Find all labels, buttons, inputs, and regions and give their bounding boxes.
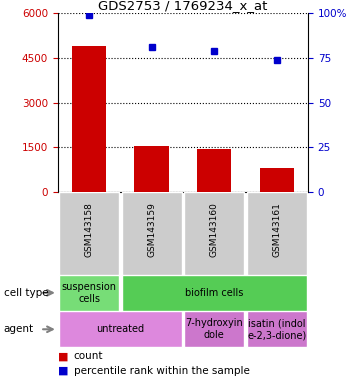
Text: percentile rank within the sample: percentile rank within the sample [74, 366, 249, 376]
Text: GSM143159: GSM143159 [147, 202, 156, 257]
Text: count: count [74, 351, 103, 361]
Text: untreated: untreated [96, 324, 144, 334]
Text: agent: agent [4, 324, 34, 334]
Text: biofilm cells: biofilm cells [185, 288, 243, 298]
Bar [197, 149, 231, 192]
Bar [59, 275, 119, 311]
Text: GSM143158: GSM143158 [85, 202, 93, 257]
Bar [59, 192, 119, 275]
Bar [184, 192, 244, 275]
Text: cell type: cell type [4, 288, 48, 298]
Text: suspension
cells: suspension cells [62, 282, 117, 304]
Text: isatin (indol
e-2,3-dione): isatin (indol e-2,3-dione) [247, 318, 306, 340]
Bar [121, 192, 182, 275]
Bar [247, 311, 307, 348]
Text: ■: ■ [58, 366, 68, 376]
Text: GSM143160: GSM143160 [210, 202, 219, 257]
Bar [121, 275, 307, 311]
Text: 7-hydroxyin
dole: 7-hydroxyin dole [185, 318, 243, 340]
Text: ■: ■ [58, 351, 68, 361]
Bar [184, 311, 244, 348]
Bar [247, 192, 307, 275]
Bar [259, 168, 294, 192]
Bar [72, 46, 106, 192]
Title: GDS2753 / 1769234_x_at: GDS2753 / 1769234_x_at [98, 0, 267, 12]
Text: GSM143161: GSM143161 [272, 202, 281, 257]
Bar [59, 311, 182, 348]
Bar [134, 146, 169, 192]
